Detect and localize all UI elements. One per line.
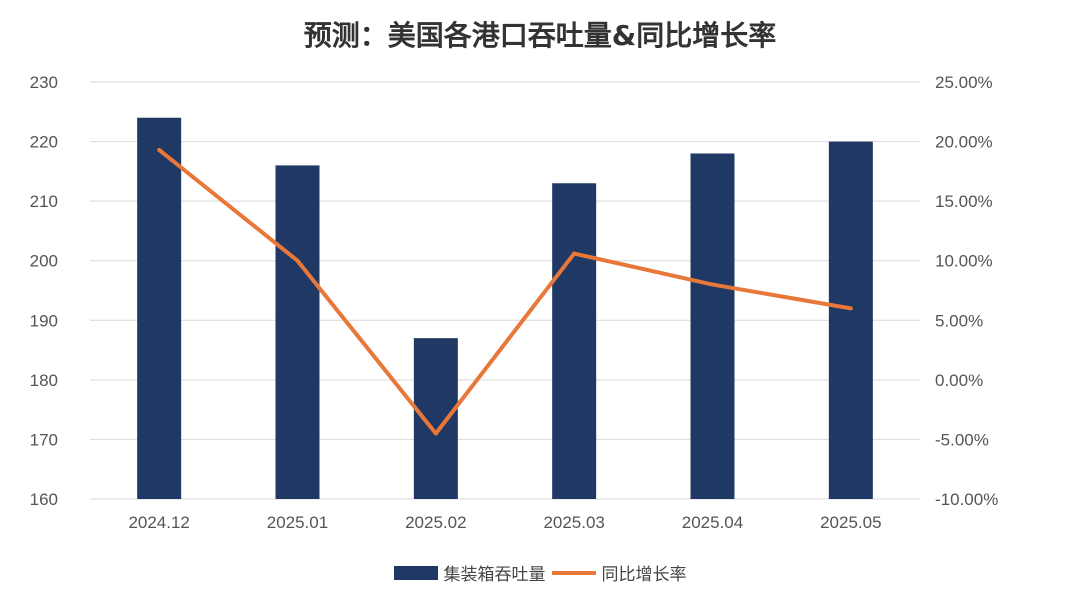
bar (413, 338, 458, 499)
y-right-tick-label: 20.00% (935, 133, 993, 152)
line-point (295, 258, 300, 263)
bar (690, 153, 735, 499)
y-right-tick-label: 0.00% (935, 371, 983, 390)
legend-swatch-line (551, 570, 596, 575)
line-point (157, 147, 162, 152)
bar (552, 183, 597, 499)
line-point (433, 431, 438, 436)
legend-item-line: 同比增长率 (551, 560, 687, 585)
y-left-tick-label: 220 (30, 133, 58, 152)
y-left-tick-label: 230 (30, 73, 58, 92)
y-right-tick-label: 10.00% (935, 252, 993, 271)
x-tick-label: 2025.04 (682, 513, 743, 532)
y-left-tick-label: 180 (30, 371, 58, 390)
bar (275, 165, 320, 499)
legend-swatch-bar (393, 565, 438, 580)
x-tick-label: 2025.03 (543, 513, 604, 532)
bar (137, 117, 182, 499)
y-right-tick-label: -5.00% (935, 430, 989, 449)
legend-label-bar: 集装箱吞吐量 (443, 565, 546, 585)
y-left-tick-label: 170 (30, 430, 58, 449)
growth-rate-line (157, 148, 852, 436)
x-tick-label: 2024.12 (128, 513, 189, 532)
y-left-tick-label: 200 (30, 252, 58, 271)
x-tick-label: 2025.02 (405, 513, 466, 532)
y-right-tick-label: 15.00% (935, 192, 993, 211)
x-tick-label: 2025.01 (267, 513, 328, 532)
y-left-tick-label: 190 (30, 311, 58, 330)
line-point (710, 282, 715, 287)
y-left-tick-label: 160 (30, 490, 58, 509)
line-point (848, 306, 853, 311)
line-point (572, 251, 577, 256)
chart-title: 预测：美国各港口吞吐量&同比增长率 (303, 19, 777, 52)
x-tick-label: 2025.05 (820, 513, 881, 532)
y-right-tick-label: 5.00% (935, 311, 983, 330)
y-left-tick-label: 210 (30, 192, 58, 211)
legend-item-bar: 集装箱吞吐量 (393, 560, 546, 585)
y-right-tick-label: 25.00% (935, 73, 993, 92)
legend: 集装箱吞吐量 同比增长率 (0, 560, 1080, 585)
y-right-tick-label: -10.00% (935, 490, 998, 509)
bar (828, 141, 873, 500)
legend-label-line: 同比增长率 (601, 565, 687, 585)
